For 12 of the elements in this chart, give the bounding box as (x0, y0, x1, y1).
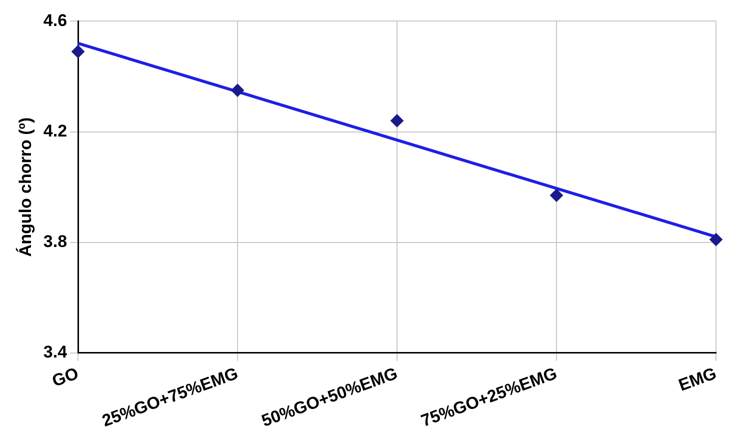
point (550, 188, 564, 202)
y-tick-label: 3.4 (43, 342, 68, 362)
x-tick-label: EMG (676, 364, 719, 395)
x-tick-label: GO (50, 364, 82, 391)
y-tick-label: 4.2 (43, 121, 68, 140)
point (72, 45, 85, 58)
y-axis-title: Ángulo chorro (º) (14, 117, 35, 257)
y-tick-label: 4.6 (43, 10, 68, 30)
point (231, 84, 244, 97)
y-tick-label: 3.8 (43, 232, 68, 251)
point (710, 233, 722, 246)
point (390, 114, 404, 128)
